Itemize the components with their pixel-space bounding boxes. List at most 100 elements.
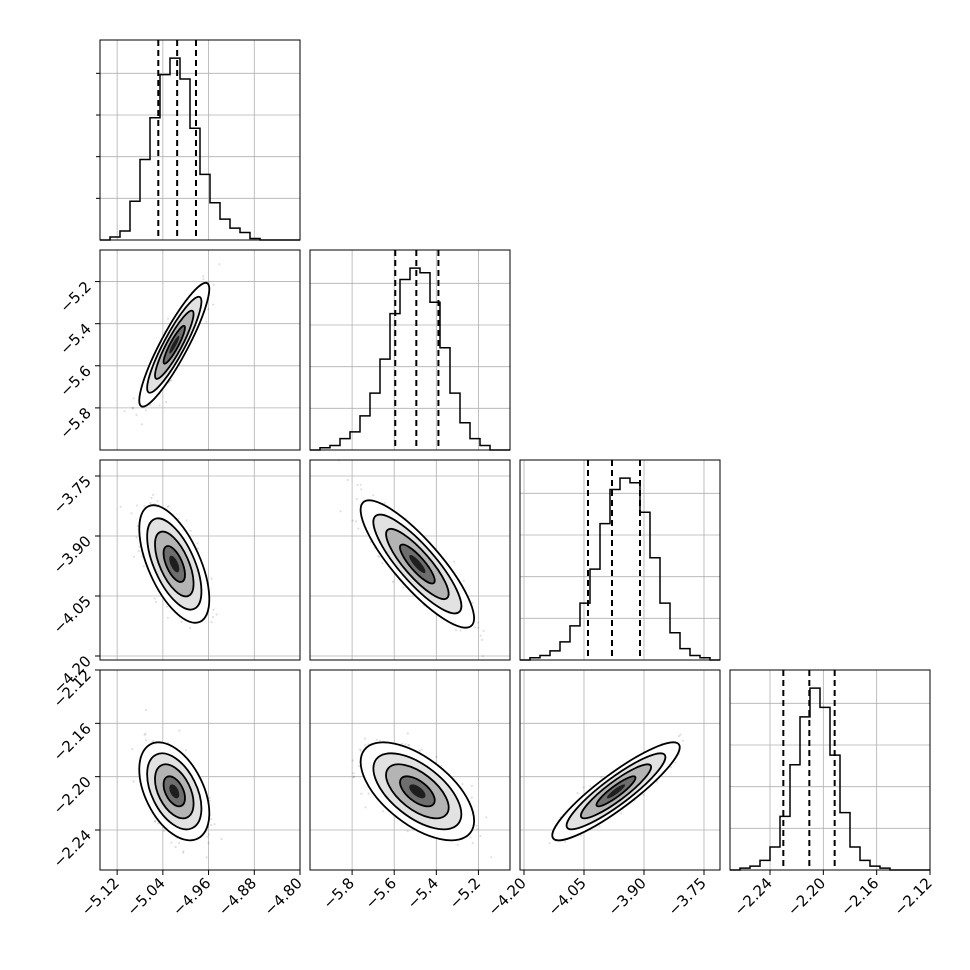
scatter-point <box>482 629 485 633</box>
scatter-point <box>135 536 138 539</box>
scatter-point <box>378 739 381 742</box>
scatter-point <box>170 841 173 844</box>
scatter-point <box>476 828 479 831</box>
scatter-point <box>364 806 367 809</box>
scatter-point <box>167 504 170 508</box>
scatter-point <box>548 842 551 845</box>
scatter-point <box>123 410 126 413</box>
scatter-point <box>138 545 141 548</box>
scatter-point <box>132 555 135 558</box>
contour-level-4 <box>409 784 426 799</box>
scatter-point <box>212 303 215 306</box>
scatter-point <box>178 841 181 845</box>
scatter-point <box>642 793 645 797</box>
x-tick-label-0-4: −4.80 <box>261 874 306 919</box>
pair-content-0-3 <box>100 670 300 870</box>
scatter-point <box>205 320 208 323</box>
scatter-point <box>359 483 362 486</box>
scatter-point <box>360 792 363 796</box>
scatter-point <box>144 732 147 735</box>
pair-content-0-1 <box>100 250 300 450</box>
scatter-point <box>170 379 173 382</box>
scatter-point <box>205 856 208 859</box>
x-tick-label-2-3: −3.75 <box>665 874 710 919</box>
scatter-point <box>454 629 458 632</box>
scatter-point <box>402 586 405 589</box>
scatter-point <box>677 735 681 738</box>
scatter-point <box>339 510 342 513</box>
hist-frame-1 <box>309 249 511 451</box>
scatter-point <box>197 547 200 550</box>
scatter-point <box>210 818 213 821</box>
pair-frame-1-3 <box>309 669 511 871</box>
scatter-point <box>479 634 482 637</box>
scatter-point <box>383 501 386 505</box>
scatter-point <box>479 835 482 838</box>
y-tick-label-3-1: −2.20 <box>50 773 95 818</box>
scatter-point <box>600 776 603 779</box>
scatter-point <box>212 616 215 619</box>
scatter-point <box>470 784 473 788</box>
scatter-point <box>367 792 370 795</box>
scatter-point <box>459 629 462 632</box>
scatter-point <box>355 497 358 501</box>
scatter-point <box>381 810 385 813</box>
scatter-point <box>131 747 134 751</box>
scatter-point <box>208 799 212 802</box>
scatter-point <box>352 772 355 775</box>
scatter-point <box>152 493 155 496</box>
scatter-point <box>218 263 221 266</box>
hist-step-3 <box>730 687 930 871</box>
scatter-point <box>420 748 423 751</box>
scatter-point <box>137 549 140 553</box>
scatter-point <box>582 786 585 789</box>
scatter-point <box>407 744 410 747</box>
y-tick-label-2-2: −3.90 <box>50 532 95 577</box>
scatter-point <box>564 840 567 843</box>
y-tick-label-2-1: −4.05 <box>50 592 95 637</box>
scatter-point <box>461 783 464 786</box>
x-tick-label-3-2: −2.16 <box>837 874 882 919</box>
x-tick-label-1-3: −5.2 <box>446 874 484 912</box>
scatter-point <box>143 733 146 737</box>
x-tick-label-3-0: −2.24 <box>731 874 776 919</box>
scatter-point <box>356 483 359 487</box>
scatter-point <box>620 812 623 815</box>
scatter-point <box>213 823 216 826</box>
scatter-point <box>119 505 122 508</box>
x-tick-label-2-0: −4.20 <box>485 874 530 919</box>
scatter-point <box>210 577 213 580</box>
y-tick-label-3-2: −2.16 <box>50 719 95 764</box>
scatter-point <box>440 764 443 768</box>
hist-step-0 <box>100 57 300 241</box>
scatter-point <box>469 836 472 839</box>
y-tick-label-2-3: −3.75 <box>50 472 95 517</box>
scatter-point <box>135 413 138 416</box>
scatter-point <box>401 742 404 745</box>
scatter-point <box>131 407 134 410</box>
scatter-point <box>182 850 185 853</box>
scatter-point <box>418 749 421 753</box>
pair-frame-0-1 <box>99 249 301 451</box>
scatter-point <box>477 626 480 629</box>
scatter-point <box>166 616 169 619</box>
pair-frame-0-3 <box>99 669 301 871</box>
scatter-point <box>152 739 155 742</box>
scatter-point <box>202 278 205 281</box>
scatter-point <box>681 739 685 742</box>
scatter-point <box>154 820 157 823</box>
y-tick-label-1-0: −5.8 <box>56 404 94 442</box>
hist-frame-2 <box>519 459 721 661</box>
scatter-point <box>363 737 367 740</box>
pair-panel-0-3 <box>99 669 301 871</box>
scatter-point <box>131 406 134 409</box>
scatter-point <box>406 830 409 833</box>
scatter-point <box>212 283 215 286</box>
scatter-point <box>149 501 152 505</box>
scatter-point <box>516 856 518 858</box>
scatter-point <box>177 517 180 520</box>
y-tick-label-1-3: −5.2 <box>56 278 94 316</box>
contour-level-4 <box>606 784 626 799</box>
scatter-point <box>470 796 473 799</box>
